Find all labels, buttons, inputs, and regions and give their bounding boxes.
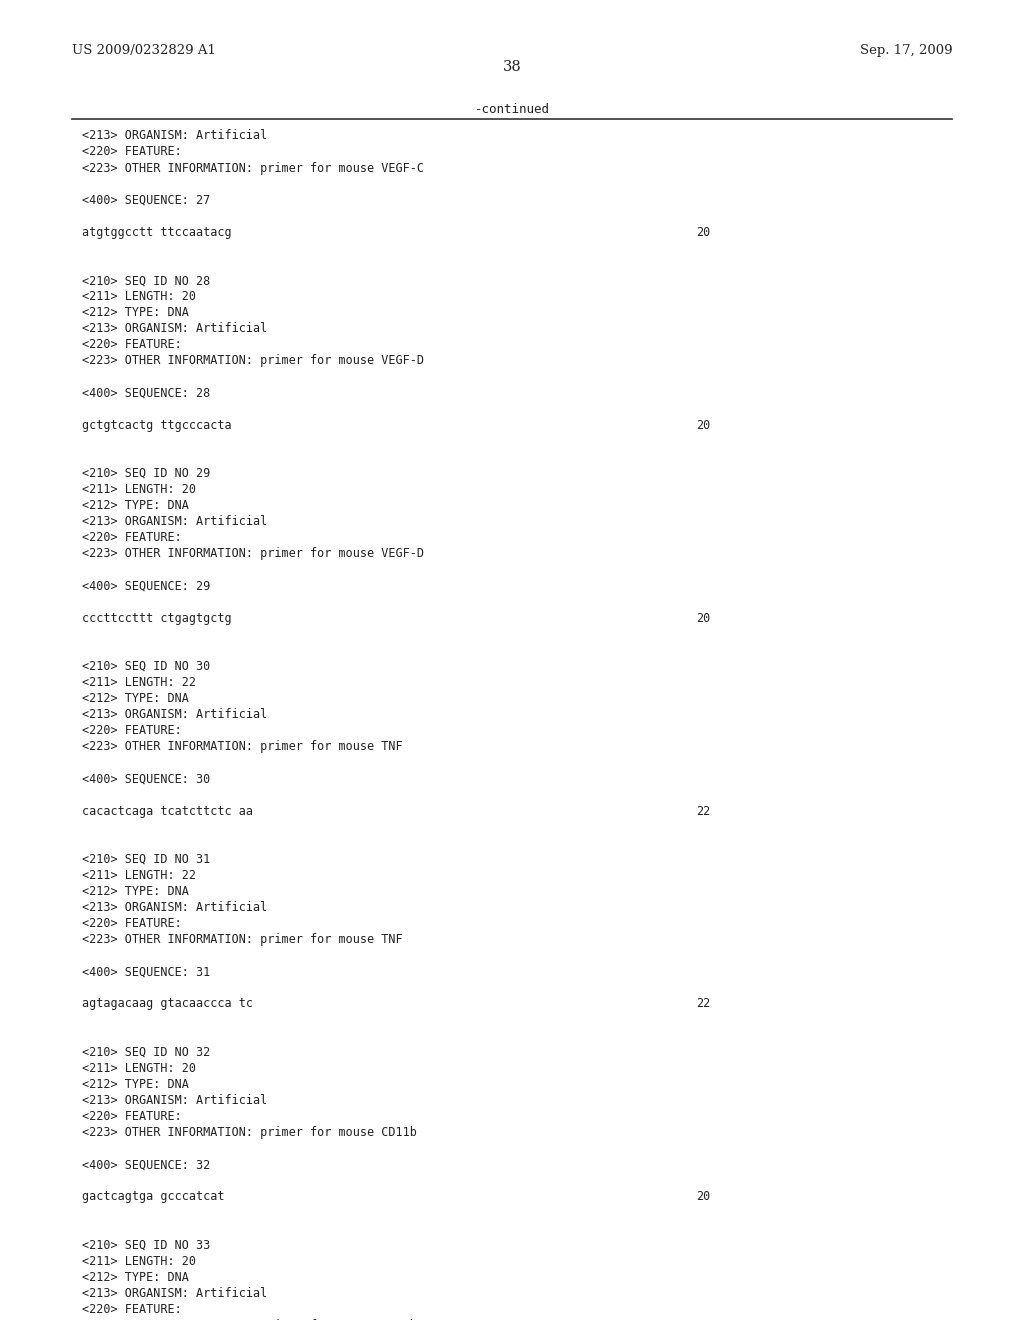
Text: cacactcaga tcatcttctc aa: cacactcaga tcatcttctc aa [82,805,253,817]
Text: <220> FEATURE:: <220> FEATURE: [82,338,181,351]
Text: <223> OTHER INFORMATION: primer for mouse TNF: <223> OTHER INFORMATION: primer for mous… [82,741,402,754]
Text: 20: 20 [696,1191,711,1204]
Text: <223> OTHER INFORMATION: primer for mouse CD11b: <223> OTHER INFORMATION: primer for mous… [82,1126,417,1139]
Text: <211> LENGTH: 20: <211> LENGTH: 20 [82,1255,196,1267]
Text: agtagacaag gtacaaccca tc: agtagacaag gtacaaccca tc [82,998,253,1011]
Text: <212> TYPE: DNA: <212> TYPE: DNA [82,1271,188,1284]
Text: <211> LENGTH: 22: <211> LENGTH: 22 [82,676,196,689]
Text: US 2009/0232829 A1: US 2009/0232829 A1 [72,44,216,57]
Text: <400> SEQUENCE: 29: <400> SEQUENCE: 29 [82,579,210,593]
Text: -continued: -continued [474,103,550,116]
Text: <213> ORGANISM: Artificial: <213> ORGANISM: Artificial [82,129,267,143]
Text: <212> TYPE: DNA: <212> TYPE: DNA [82,884,188,898]
Text: <400> SEQUENCE: 31: <400> SEQUENCE: 31 [82,965,210,978]
Text: 20: 20 [696,418,711,432]
Text: 22: 22 [696,998,711,1011]
Text: <223> OTHER INFORMATION: primer for mouse VEGF-D: <223> OTHER INFORMATION: primer for mous… [82,355,424,367]
Text: <212> TYPE: DNA: <212> TYPE: DNA [82,306,188,319]
Text: <220> FEATURE:: <220> FEATURE: [82,145,181,158]
Text: <220> FEATURE:: <220> FEATURE: [82,725,181,737]
Text: <210> SEQ ID NO 32: <210> SEQ ID NO 32 [82,1045,210,1059]
Text: <213> ORGANISM: Artificial: <213> ORGANISM: Artificial [82,902,267,913]
Text: <212> TYPE: DNA: <212> TYPE: DNA [82,692,188,705]
Text: <213> ORGANISM: Artificial: <213> ORGANISM: Artificial [82,708,267,721]
Text: <223> OTHER INFORMATION: primer for mouse TNF: <223> OTHER INFORMATION: primer for mous… [82,933,402,946]
Text: <400> SEQUENCE: 32: <400> SEQUENCE: 32 [82,1158,210,1171]
Text: gactcagtga gcccatcat: gactcagtga gcccatcat [82,1191,224,1204]
Text: cccttccttt ctgagtgctg: cccttccttt ctgagtgctg [82,611,231,624]
Text: <211> LENGTH: 20: <211> LENGTH: 20 [82,483,196,496]
Text: <220> FEATURE:: <220> FEATURE: [82,531,181,544]
Text: <223> OTHER INFORMATION: primer for mouse VEGF-D: <223> OTHER INFORMATION: primer for mous… [82,548,424,561]
Text: <210> SEQ ID NO 31: <210> SEQ ID NO 31 [82,853,210,866]
Text: <220> FEATURE:: <220> FEATURE: [82,1110,181,1123]
Text: <210> SEQ ID NO 33: <210> SEQ ID NO 33 [82,1238,210,1251]
Text: <210> SEQ ID NO 30: <210> SEQ ID NO 30 [82,660,210,673]
Text: 38: 38 [503,61,521,74]
Text: Sep. 17, 2009: Sep. 17, 2009 [860,44,952,57]
Text: 20: 20 [696,611,711,624]
Text: 20: 20 [696,226,711,239]
Text: <400> SEQUENCE: 28: <400> SEQUENCE: 28 [82,387,210,400]
Text: <210> SEQ ID NO 28: <210> SEQ ID NO 28 [82,275,210,286]
Text: <223> OTHER INFORMATION: primer for mouse VEGF-C: <223> OTHER INFORMATION: primer for mous… [82,161,424,174]
Text: <400> SEQUENCE: 27: <400> SEQUENCE: 27 [82,194,210,207]
Text: <210> SEQ ID NO 29: <210> SEQ ID NO 29 [82,467,210,480]
Text: 22: 22 [696,805,711,817]
Text: <212> TYPE: DNA: <212> TYPE: DNA [82,499,188,512]
Text: <213> ORGANISM: Artificial: <213> ORGANISM: Artificial [82,1287,267,1300]
Text: <400> SEQUENCE: 30: <400> SEQUENCE: 30 [82,772,210,785]
Text: <211> LENGTH: 22: <211> LENGTH: 22 [82,869,196,882]
Text: <213> ORGANISM: Artificial: <213> ORGANISM: Artificial [82,1094,267,1107]
Text: <212> TYPE: DNA: <212> TYPE: DNA [82,1078,188,1090]
Text: <211> LENGTH: 20: <211> LENGTH: 20 [82,290,196,304]
Text: <213> ORGANISM: Artificial: <213> ORGANISM: Artificial [82,322,267,335]
Text: <213> ORGANISM: Artificial: <213> ORGANISM: Artificial [82,515,267,528]
Text: <220> FEATURE:: <220> FEATURE: [82,1303,181,1316]
Text: atgtggcctt ttccaatacg: atgtggcctt ttccaatacg [82,226,231,239]
Text: <220> FEATURE:: <220> FEATURE: [82,917,181,931]
Text: <211> LENGTH: 20: <211> LENGTH: 20 [82,1061,196,1074]
Text: gctgtcactg ttgcccacta: gctgtcactg ttgcccacta [82,418,231,432]
